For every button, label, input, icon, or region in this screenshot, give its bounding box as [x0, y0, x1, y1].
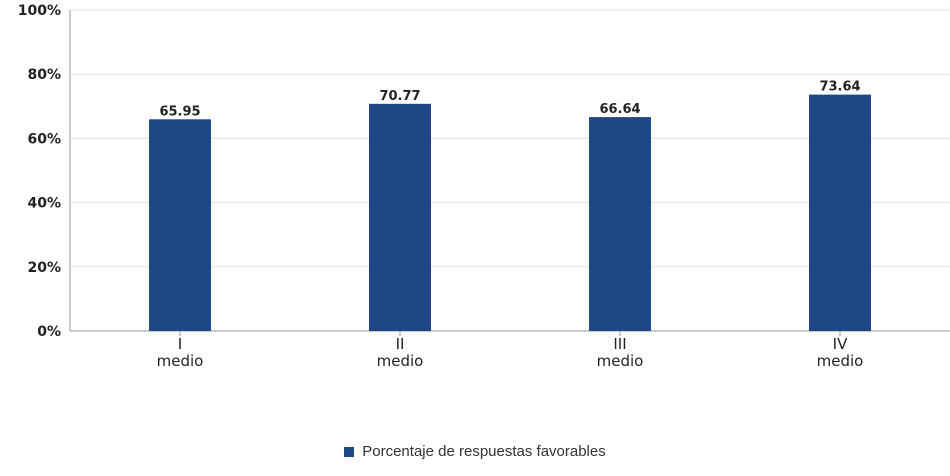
x-category-label: II: [396, 335, 405, 353]
legend-label: Porcentaje de respuestas favorables: [362, 443, 606, 460]
y-tick-label: 100%: [18, 3, 61, 19]
y-tick-label: 20%: [27, 260, 61, 276]
data-label: 66.64: [599, 102, 640, 117]
data-label: 70.77: [379, 89, 420, 104]
bar: [369, 103, 431, 331]
bar: [589, 117, 651, 331]
x-category-label: I: [178, 335, 182, 353]
bar: [149, 119, 211, 331]
x-category-label: IV: [833, 335, 848, 353]
y-tick-label: 60%: [27, 131, 61, 147]
x-category-label: medio: [817, 352, 864, 370]
y-tick-label: 40%: [27, 196, 61, 212]
x-category-label: medio: [377, 352, 424, 370]
legend-swatch: [344, 446, 355, 457]
x-category-label: medio: [597, 352, 644, 370]
data-label: 65.95: [159, 104, 200, 119]
x-category-label: III: [613, 335, 626, 353]
y-tick-label: 80%: [27, 67, 61, 83]
y-tick-label: 0%: [37, 324, 61, 340]
bar: [809, 94, 871, 331]
x-category-label: medio: [157, 352, 204, 370]
legend: Porcentaje de respuestas favorables: [0, 443, 950, 460]
data-label: 73.64: [819, 80, 860, 95]
